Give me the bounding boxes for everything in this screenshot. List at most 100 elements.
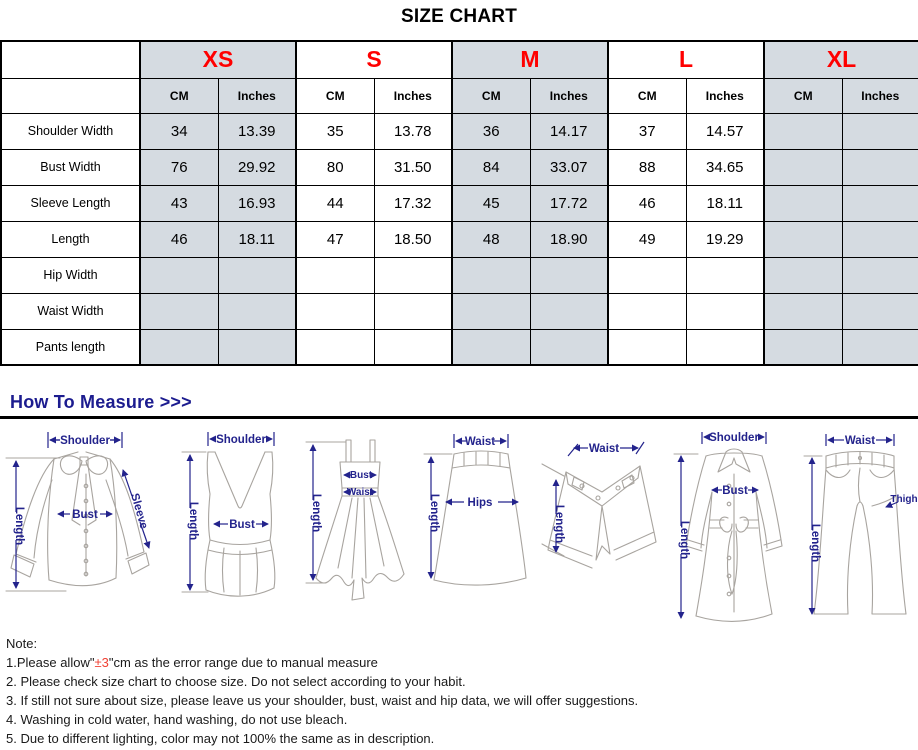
cell-value — [763, 112, 843, 150]
cell-value: 14.17 — [529, 112, 609, 150]
unit-header-inches: Inches — [841, 77, 918, 114]
cell-value: 18.50 — [373, 220, 453, 258]
cell-value — [841, 112, 918, 150]
cell-value: 76 — [139, 148, 219, 186]
cell-value: 49 — [607, 220, 687, 258]
cell-value: 18.90 — [529, 220, 609, 258]
cell-value: 37 — [607, 112, 687, 150]
cell-value — [529, 292, 609, 330]
measure-figures: Shoulder Length Bust Sleeve — [0, 428, 918, 633]
cell-value — [217, 328, 297, 366]
cell-value: 88 — [607, 148, 687, 186]
pants-outline — [803, 451, 907, 615]
cell-value: 46 — [139, 220, 219, 258]
cell-value: 34.65 — [685, 148, 765, 186]
cell-value — [607, 292, 687, 330]
cell-value — [295, 292, 375, 330]
figure-blouse: Shoulder Length Bust Sleeve — [2, 428, 174, 628]
tank-top-dimensions: Shoulder Length Bust — [186, 432, 275, 591]
coat-shoulder-label: Shoulder — [709, 432, 759, 444]
cell-value — [373, 256, 453, 294]
cell-value: 35 — [295, 112, 375, 150]
blouse-sleeve-label: Sleeve — [128, 492, 150, 530]
table-row-shoulder-width: Shoulder Width 34 13.39 35 13.78 36 14.1… — [0, 112, 918, 150]
coat-bust-label: Bust — [722, 485, 748, 497]
figure-tank-top: Shoulder Length Bust — [178, 428, 302, 628]
blouse-dimensions: Shoulder Length Bust Sleeve — [12, 432, 151, 589]
blouse-outline — [5, 451, 150, 592]
page-title: SIZE CHART — [401, 6, 517, 27]
coat-outline — [673, 448, 783, 622]
cell-value — [607, 256, 687, 294]
shorts-waist-label: Waist — [589, 443, 619, 455]
cell-value: 14.57 — [685, 112, 765, 150]
corner-cell — [0, 77, 141, 114]
cell-value — [685, 256, 765, 294]
row-label: Bust Width — [0, 148, 141, 186]
cell-value — [841, 220, 918, 258]
tank-top-outline — [181, 451, 276, 597]
cell-value — [529, 256, 609, 294]
cell-value — [841, 328, 918, 366]
skirt-length-label: Length — [428, 494, 440, 532]
pants-dimensions: Waist Length Thigh — [808, 434, 918, 615]
cell-value: 34 — [139, 112, 219, 150]
row-label: Pants length — [0, 328, 141, 366]
unit-header-cm: CM — [763, 77, 843, 114]
size-col-l: L — [607, 40, 765, 79]
coat-length-label: Length — [678, 521, 690, 559]
cell-value — [451, 256, 531, 294]
row-label: Hip Width — [0, 256, 141, 294]
figure-pants: Waist Length Thigh — [800, 428, 918, 628]
coat-dimensions: Shoulder Length Bust — [677, 432, 767, 619]
skirt-hips-label: Hips — [468, 497, 493, 509]
tank-bust-label: Bust — [229, 519, 255, 531]
cell-value — [295, 328, 375, 366]
pants-length-label: Length — [809, 524, 821, 562]
dress-dimensions: Bust Waist Length — [309, 444, 377, 581]
cell-value: 44 — [295, 184, 375, 222]
cell-value — [373, 328, 453, 366]
row-label: Waist Width — [0, 292, 141, 330]
blouse-length-label: Length — [13, 507, 25, 545]
unit-header-inches: Inches — [685, 77, 765, 114]
unit-header-row: CM Inches CM Inches CM Inches CM Inches … — [0, 77, 918, 114]
cell-value: 46 — [607, 184, 687, 222]
size-col-m: M — [450, 40, 609, 79]
figure-coat: Shoulder Length Bust — [668, 428, 798, 628]
table-row-bust-width: Bust Width 76 29.92 80 31.50 84 33.07 88… — [0, 148, 918, 186]
unit-header-inches: Inches — [529, 77, 609, 114]
cell-value — [685, 328, 765, 366]
unit-header-inches: Inches — [373, 77, 453, 114]
notes-section: Note: 1.Please allow"±3"cm as the error … — [6, 634, 912, 748]
cell-value — [763, 292, 843, 330]
corner-cell — [0, 40, 141, 79]
cell-value: 17.32 — [373, 184, 453, 222]
row-label: Shoulder Width — [0, 112, 141, 150]
cell-value — [763, 184, 843, 222]
tank-shoulder-label: Shoulder — [216, 434, 266, 446]
tank-length-label: Length — [187, 502, 199, 540]
cell-value: 84 — [451, 148, 531, 186]
cell-value: 43 — [139, 184, 219, 222]
dress-waist-label: Waist — [347, 487, 374, 498]
note-item-2: 2. Please check size chart to choose siz… — [6, 674, 466, 689]
cell-value — [841, 148, 918, 186]
cell-value: 31.50 — [373, 148, 453, 186]
cell-value — [373, 292, 453, 330]
shorts-dimensions: Waist Length — [552, 441, 645, 553]
cell-value: 18.11 — [685, 184, 765, 222]
pants-thigh-label: Thigh — [890, 494, 917, 505]
cell-value: 33.07 — [529, 148, 609, 186]
cell-value: 19.29 — [685, 220, 765, 258]
unit-header-cm: CM — [295, 77, 375, 114]
cell-value: 47 — [295, 220, 375, 258]
skirt-waist-label: Waist — [465, 436, 495, 448]
table-row-pants-length: Pants length — [0, 328, 918, 366]
size-table: XS S M L XL CM Inches CM Inches CM Inche… — [0, 40, 918, 366]
cell-value — [529, 328, 609, 366]
shorts-length-label: Length — [553, 505, 565, 543]
cell-value: 18.11 — [217, 220, 297, 258]
unit-header-inches: Inches — [217, 77, 297, 114]
